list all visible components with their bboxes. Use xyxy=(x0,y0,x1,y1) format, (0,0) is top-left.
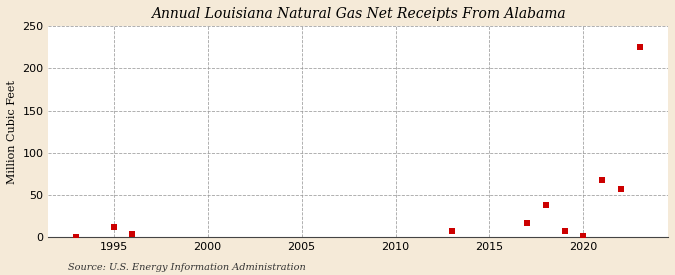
Point xyxy=(446,229,457,233)
Point xyxy=(578,233,589,238)
Text: Source: U.S. Energy Information Administration: Source: U.S. Energy Information Administ… xyxy=(68,263,305,272)
Point xyxy=(560,229,570,234)
Y-axis label: Million Cubic Feet: Million Cubic Feet xyxy=(7,80,17,184)
Title: Annual Louisiana Natural Gas Net Receipts From Alabama: Annual Louisiana Natural Gas Net Receipt… xyxy=(151,7,565,21)
Point xyxy=(541,203,551,208)
Point xyxy=(522,221,533,225)
Point xyxy=(616,187,626,191)
Point xyxy=(108,225,119,229)
Point xyxy=(71,234,82,239)
Point xyxy=(597,178,608,182)
Point xyxy=(634,45,645,50)
Point xyxy=(127,232,138,236)
